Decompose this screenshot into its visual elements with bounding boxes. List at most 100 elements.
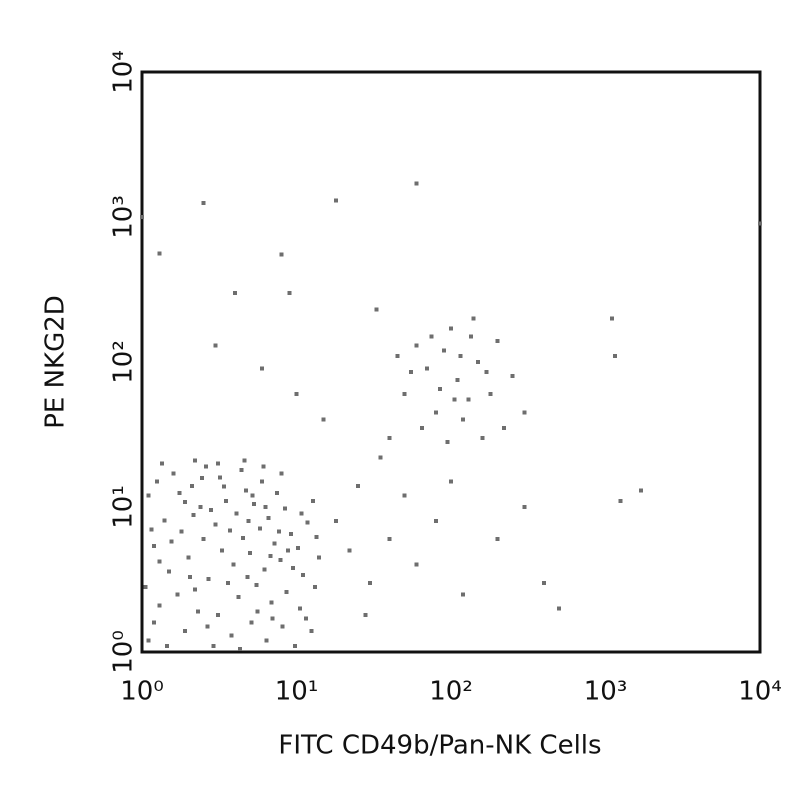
data-point — [313, 585, 318, 590]
data-point — [251, 501, 256, 506]
data-point — [224, 498, 229, 503]
data-point — [278, 558, 283, 563]
x-tick-label: 10⁰ — [120, 677, 164, 707]
data-point — [282, 506, 287, 511]
data-point — [191, 513, 196, 518]
data-point — [215, 461, 220, 466]
x-axis-title: FITC CD49b/Pan-NK Cells — [278, 731, 601, 761]
data-point — [279, 252, 284, 257]
data-point — [522, 410, 527, 415]
data-point — [249, 620, 254, 625]
data-point — [157, 559, 162, 564]
data-point — [333, 519, 338, 524]
data-point — [429, 334, 434, 339]
data-point — [501, 426, 506, 431]
data-point — [236, 594, 241, 599]
data-point — [255, 609, 260, 614]
data-point — [183, 628, 188, 633]
data-point — [240, 536, 245, 541]
data-point — [250, 493, 255, 498]
data-point — [152, 543, 157, 548]
data-point — [300, 572, 305, 577]
data-point — [321, 417, 326, 422]
data-point — [758, 221, 762, 226]
data-point — [269, 600, 274, 605]
data-point — [414, 181, 419, 186]
data-point — [154, 479, 159, 484]
data-point — [280, 624, 285, 629]
data-point — [449, 326, 453, 331]
data-point — [449, 479, 453, 484]
data-point — [347, 548, 352, 553]
data-point — [618, 498, 623, 503]
data-point — [233, 290, 238, 295]
data-point — [387, 537, 392, 542]
data-point — [297, 606, 302, 611]
data-point — [510, 374, 515, 379]
data-point — [461, 417, 466, 422]
data-point — [294, 392, 299, 397]
data-point — [205, 624, 210, 629]
data-point — [201, 537, 206, 542]
data-point — [495, 338, 500, 343]
x-tick-label: 10³ — [584, 677, 628, 707]
data-point — [469, 334, 474, 339]
data-point — [237, 646, 242, 651]
data-point — [461, 592, 466, 597]
x-tick-label: 10⁴ — [738, 677, 782, 707]
data-point — [285, 548, 290, 553]
data-point — [186, 555, 191, 560]
data-point — [266, 515, 271, 520]
data-point — [225, 580, 230, 585]
data-point — [374, 307, 379, 312]
data-point — [488, 392, 493, 397]
data-point — [140, 215, 144, 219]
y-axis-title: PE NKG2D — [41, 295, 71, 429]
data-point — [167, 569, 172, 574]
data-point — [480, 435, 485, 440]
data-point — [231, 562, 236, 567]
data-point — [257, 526, 262, 531]
data-point — [264, 638, 269, 643]
data-point — [200, 476, 205, 481]
data-point — [438, 387, 443, 392]
data-point — [305, 520, 310, 525]
data-point — [254, 582, 259, 587]
data-point — [227, 528, 232, 533]
data-point — [466, 397, 471, 402]
data-point — [189, 483, 194, 488]
data-point — [612, 353, 617, 358]
data-point — [195, 609, 200, 614]
data-point — [179, 529, 184, 534]
data-point — [272, 541, 277, 546]
x-tick-label: 10¹ — [275, 677, 319, 707]
data-point — [270, 616, 275, 621]
data-point — [183, 500, 188, 505]
data-point — [222, 484, 227, 489]
data-point — [160, 461, 165, 466]
data-point — [263, 505, 268, 509]
data-point — [192, 587, 197, 592]
data-point — [243, 488, 248, 493]
data-point — [402, 392, 407, 397]
data-point — [211, 643, 216, 648]
data-point — [162, 518, 167, 523]
data-point — [198, 505, 203, 509]
data-point — [279, 471, 284, 476]
data-point — [204, 464, 209, 469]
y-tick-label: 10² — [109, 340, 139, 384]
data-point — [609, 316, 614, 321]
data-point — [309, 628, 314, 633]
y-tick-label: 10⁴ — [109, 50, 139, 94]
data-point — [458, 353, 463, 358]
data-point — [218, 475, 223, 480]
data-point — [452, 397, 457, 402]
data-point — [246, 519, 251, 524]
plot-frame — [140, 70, 762, 654]
data-point — [276, 529, 281, 534]
data-point — [242, 458, 247, 463]
data-point — [299, 511, 304, 516]
data-point — [229, 633, 234, 638]
data-point — [355, 483, 360, 488]
